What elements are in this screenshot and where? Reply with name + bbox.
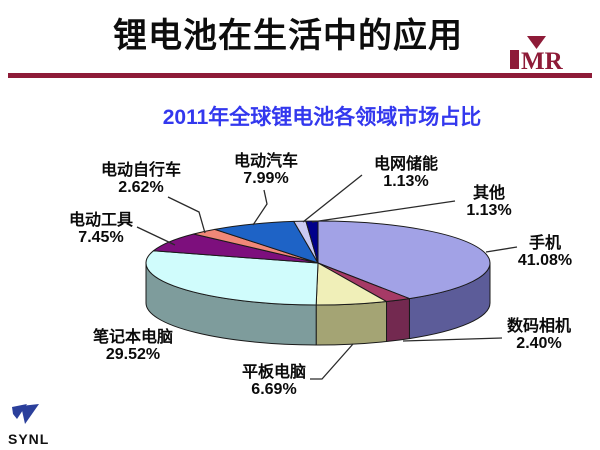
pie-label-pct: 6.69%	[251, 381, 297, 398]
pie-label-mobile: 手机 41.08%	[518, 235, 572, 269]
pie-label-name: 电动工具	[68, 212, 134, 229]
pie-leader-line	[302, 174, 363, 223]
pie-slice	[386, 298, 410, 343]
pie-label-electric-vehicle: 电动汽车 7.99%	[234, 153, 298, 187]
pie-label-name: 电动汽车	[233, 153, 299, 170]
pie-leader-line	[311, 200, 456, 223]
pie-label-pct: 1.13%	[383, 173, 429, 190]
pie-label-name: 笔记本电脑	[92, 329, 174, 346]
imr-logo-text: MR	[521, 48, 564, 71]
title-divider-rule	[8, 73, 592, 78]
pie-label-e-bike: 电动自行车 2.62%	[101, 162, 181, 196]
pie-label-tablet: 平板电脑 6.69%	[242, 364, 306, 398]
pie-label-name: 电动自行车	[100, 162, 182, 179]
pie-slice	[317, 220, 491, 300]
pie-leader-line	[485, 246, 518, 253]
slide-title: 锂电池在生活中的应用	[113, 18, 463, 55]
pie-label-name: 手机	[528, 235, 562, 252]
pie-leader-line	[136, 226, 176, 246]
pie-leader-line	[167, 196, 206, 234]
pie-label-power-tools: 电动工具 7.45%	[69, 212, 133, 246]
pie-label-pct: 41.08%	[517, 252, 573, 269]
pie-leader-line	[310, 343, 354, 380]
synl-logo-text: SYNL	[8, 431, 50, 447]
synl-logo-shape-right	[21, 404, 39, 424]
pie-label-name: 平板电脑	[241, 364, 307, 381]
pie-slice	[145, 250, 319, 306]
pie-leader-line	[252, 189, 268, 226]
pie-leader-line	[402, 337, 503, 342]
chart-title: 2011年全球锂电池各领域市场占比	[162, 106, 482, 129]
imr-logo: MR	[510, 36, 564, 71]
pie-label-pct: 29.52%	[105, 346, 161, 363]
imr-letter-i	[510, 50, 519, 69]
imr-triangle-icon	[527, 36, 546, 49]
pie-label-pct: 2.62%	[118, 179, 164, 196]
pie-label-name: 数码相机	[506, 318, 572, 335]
pie-label-grid-storage: 电网储能 1.13%	[374, 156, 438, 190]
pie-label-pct: 1.13%	[466, 202, 512, 219]
pie-slice	[315, 301, 388, 346]
pie-label-name: 其他	[472, 185, 505, 202]
pie-label-digital-camera: 数码相机 2.40%	[507, 318, 571, 352]
pie-label-pct: 7.45%	[78, 229, 124, 246]
pie-label-others: 其他 1.13%	[466, 185, 511, 219]
synl-logo	[12, 404, 39, 424]
pie-label-name: 电网储能	[373, 156, 439, 173]
pie-label-pct: 7.99%	[243, 170, 289, 187]
pie-label-laptop: 笔记本电脑 29.52%	[93, 329, 173, 363]
pie-label-pct: 2.40%	[516, 335, 562, 352]
